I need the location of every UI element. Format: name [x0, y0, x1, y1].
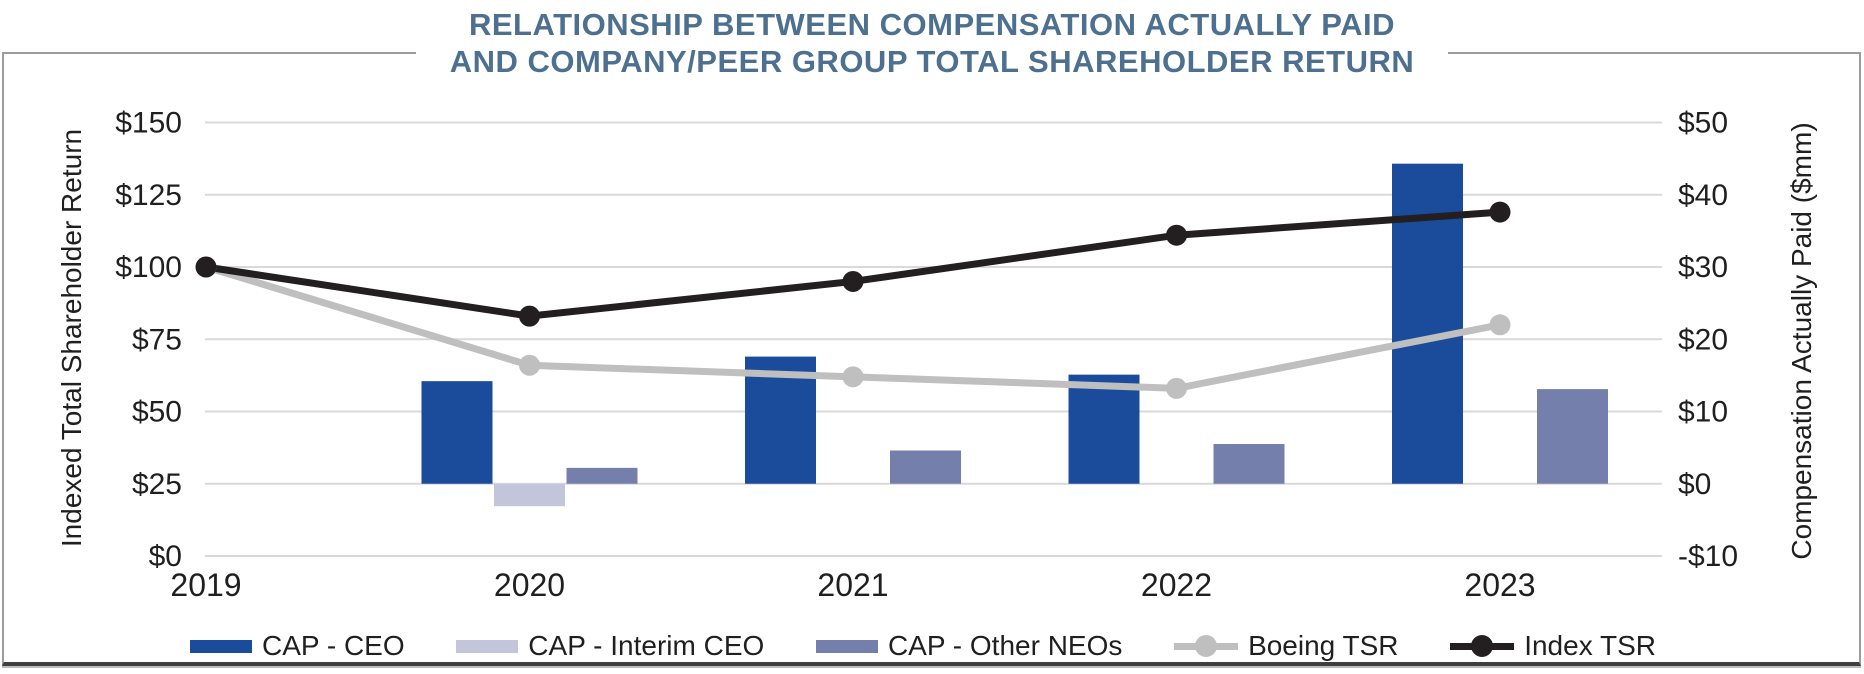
legend-item-cap-other-neos: CAP - Other NEOs [815, 630, 1123, 662]
legend-label: CAP - Interim CEO [528, 630, 765, 661]
right-axis-tick-label: $0 [1678, 468, 1711, 501]
marker-boeing-tsr-2022 [1166, 377, 1187, 399]
chart-title-line1: RELATIONSHIP BETWEEN COMPENSATION ACTUAL… [468, 7, 1395, 42]
line-index-tsr [205, 208, 1501, 320]
bar-cap-other-neos-2022 [1213, 444, 1285, 484]
bar-cap-other-neos-2020 [566, 467, 638, 484]
bar-cap-interim-ceo-2020 [494, 483, 565, 507]
x-axis-label-2021: 2021 [817, 567, 888, 603]
x-axis-label-2019: 2019 [170, 567, 241, 603]
marker-boeing-tsr-2020 [519, 354, 540, 376]
legend-item-index-tsr: Index TSR [1450, 630, 1656, 662]
legend-item-cap-ceo: CAP - CEO [190, 630, 405, 662]
right-axis-tick-label: -$10 [1678, 540, 1738, 573]
legend-swatch-bar [190, 639, 252, 653]
right-axis-tick-label: $10 [1678, 396, 1728, 429]
marker-index-tsr-2022 [1166, 224, 1187, 246]
legend-item-cap-interim-ceo: CAP - Interim CEO [456, 630, 764, 662]
marker-index-tsr-2023 [1489, 201, 1511, 223]
chart-legend: CAP - CEO CAP - Interim CEO CAP - Other NE… [190, 630, 1656, 662]
legend-swatch-line-marker [1174, 635, 1239, 657]
x-axis-label-2023: 2023 [1464, 567, 1535, 603]
bar-cap-ceo-2023 [1392, 163, 1463, 484]
legend-swatch-line-marker [1450, 635, 1515, 657]
bar-cap-ceo-2022 [1068, 374, 1140, 484]
left-axis-tick-label: $125 [115, 179, 182, 212]
x-axis-label-2022: 2022 [1141, 567, 1212, 603]
chart-title-line2: AND COMPANY/PEER GROUP TOTAL SHAREHOLDER… [449, 44, 1415, 79]
left-axis-tick-label: $0 [149, 540, 182, 573]
marker-index-tsr-2019 [195, 256, 217, 278]
bar-cap-other-neos-2023 [1537, 389, 1608, 484]
legend-item-boeing-tsr: Boeing TSR [1174, 630, 1399, 662]
chart-title: RELATIONSHIP BETWEEN COMPENSATION ACTUAL… [0, 4, 1864, 86]
left-axis-tick-label: $75 [132, 323, 182, 356]
legend-swatch-bar [456, 639, 519, 653]
left-axis-tick-label: $25 [132, 468, 182, 501]
right-axis-tick-label: $30 [1678, 251, 1728, 284]
legend-label: CAP - Other NEOs [887, 630, 1123, 661]
marker-boeing-tsr-2021 [842, 366, 864, 388]
left-axis-tick-label: $50 [132, 396, 182, 429]
right-axis-tick-label: $40 [1678, 179, 1728, 212]
bar-cap-other-neos-2021 [890, 450, 961, 484]
legend-label: CAP - CEO [262, 630, 405, 661]
left-axis-tick-label: $100 [115, 251, 182, 284]
marker-index-tsr-2020 [519, 305, 540, 327]
right-axis-tick-label: $50 [1678, 107, 1728, 140]
left-axis-tick-label: $150 [115, 107, 182, 140]
chart-title-box: RELATIONSHIP BETWEEN COMPENSATION ACTUAL… [415, 4, 1449, 86]
marker-index-tsr-2021 [842, 270, 864, 292]
right-axis-tick-label: $20 [1678, 323, 1728, 356]
legend-label: Index TSR [1524, 630, 1656, 661]
legend-swatch-bar [815, 639, 878, 653]
bar-cap-ceo-2020 [421, 381, 493, 484]
marker-boeing-tsr-2023 [1489, 314, 1511, 336]
legend-label: Boeing TSR [1248, 630, 1399, 661]
x-axis-label-2020: 2020 [494, 567, 565, 603]
